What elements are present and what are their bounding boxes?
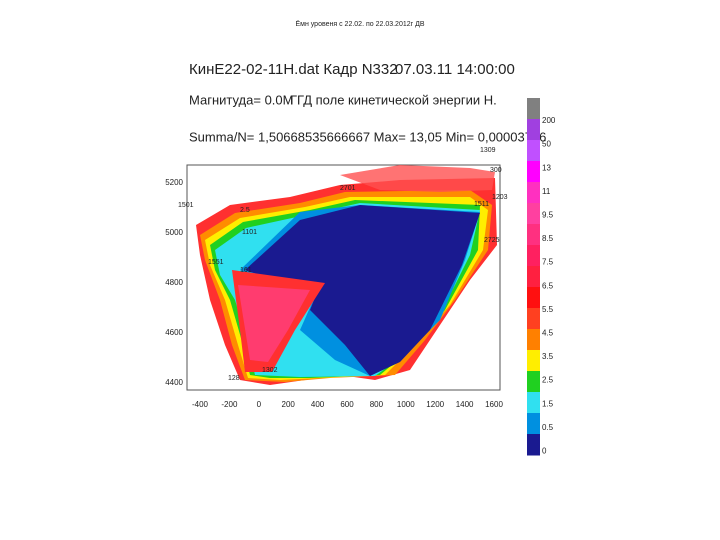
x-tick-label: 1600 [485, 400, 503, 409]
y-tick-label: 5000 [165, 228, 183, 237]
color-label: 9.5 [542, 211, 554, 220]
point-label: 2725 [484, 237, 500, 244]
y-tick-label: 5200 [165, 178, 183, 187]
color-swatch [527, 287, 540, 309]
color-swatch [527, 140, 540, 162]
x-tick-label: 0 [257, 400, 262, 409]
y-tick-label: 4800 [165, 278, 183, 287]
color-swatch [527, 119, 540, 141]
point-label: 1302 [262, 367, 278, 374]
point-label: 1501 [178, 202, 194, 209]
x-axis: -400 -200 0 200 400 600 800 1000 1200 1400 1600 [192, 400, 503, 409]
caption: Ёмн уровеня с 22.02. по 22.03.2012г ДВ [295, 20, 424, 28]
color-label: 4.5 [542, 329, 554, 338]
zone-core-pink [238, 285, 310, 362]
color-swatch [527, 434, 540, 456]
file-name: КинЕ22-02-11Н.dat Кадр N332 [189, 61, 398, 78]
zone-navy [245, 205, 480, 376]
point-label: 1551 [208, 259, 224, 266]
color-label: 3.5 [542, 352, 554, 361]
color-swatch [527, 413, 540, 435]
contour-map [186, 164, 501, 391]
point-label: 1511 [474, 201, 489, 208]
color-swatch [527, 203, 540, 225]
stats: Summa/N= 1,50668535666667 Max= 13,05 Min… [189, 129, 546, 144]
color-swatch [527, 266, 540, 288]
color-swatch [527, 329, 540, 351]
color-swatch [527, 161, 540, 183]
color-label: 6.5 [542, 281, 554, 290]
x-tick-label: 1000 [397, 400, 415, 409]
color-swatch [527, 245, 540, 267]
color-label: 8.5 [542, 234, 554, 243]
x-tick-label: 600 [340, 400, 354, 409]
y-tick-label: 4400 [165, 378, 183, 387]
color-swatch [527, 182, 540, 204]
color-label: 7.5 [542, 258, 554, 267]
zone-top-red [340, 165, 495, 192]
point-label: 300 [490, 167, 502, 174]
color-label: 50 [542, 140, 551, 149]
y-axis: 5200 5000 4800 4600 4400 [165, 178, 183, 387]
field-title: ГГД поле кинетической энергии Н. [290, 92, 497, 107]
color-label: 11 [542, 187, 551, 196]
point-label: 161 [240, 267, 252, 274]
x-tick-label: -400 [192, 400, 209, 409]
x-tick-label: 1200 [426, 400, 444, 409]
point-labels: 1309 300 1203 2701 2.5 1511 1101 2725 15… [178, 147, 508, 382]
y-tick-label: 4600 [165, 328, 183, 337]
color-label: 200 [542, 116, 556, 125]
point-label: 2701 [340, 185, 356, 192]
x-tick-label: 800 [370, 400, 384, 409]
x-tick-label: 1400 [456, 400, 474, 409]
color-label: 0.5 [542, 423, 554, 432]
color-label: 2.5 [542, 376, 554, 385]
point-label: 1101 [242, 229, 257, 236]
color-label: 5.5 [542, 305, 554, 314]
x-tick-label: 400 [311, 400, 325, 409]
color-swatch [527, 308, 540, 330]
color-label: 13 [542, 163, 551, 172]
x-tick-label: -200 [221, 400, 238, 409]
color-swatch [527, 224, 540, 246]
point-label: 128 [228, 375, 240, 382]
magnitude: Магнитуда= 0.0М [189, 92, 293, 107]
color-swatch [527, 98, 540, 120]
point-label: 1203 [492, 194, 508, 201]
color-swatch [527, 392, 540, 414]
color-label: 0 [542, 447, 547, 456]
color-swatch [527, 350, 540, 372]
color-swatch [527, 371, 540, 393]
x-tick-label: 200 [282, 400, 296, 409]
point-label: 1309 [480, 147, 496, 154]
point-label: 2.5 [240, 207, 250, 214]
color-bar: 200 50 13 11 9.5 8.5 7.5 6.5 5.5 4.5 3.5 2.5 1.5 0.5 0 [527, 98, 556, 456]
color-label: 1.5 [542, 399, 554, 408]
date-time: 07.03.11 14:00:00 [395, 61, 515, 78]
